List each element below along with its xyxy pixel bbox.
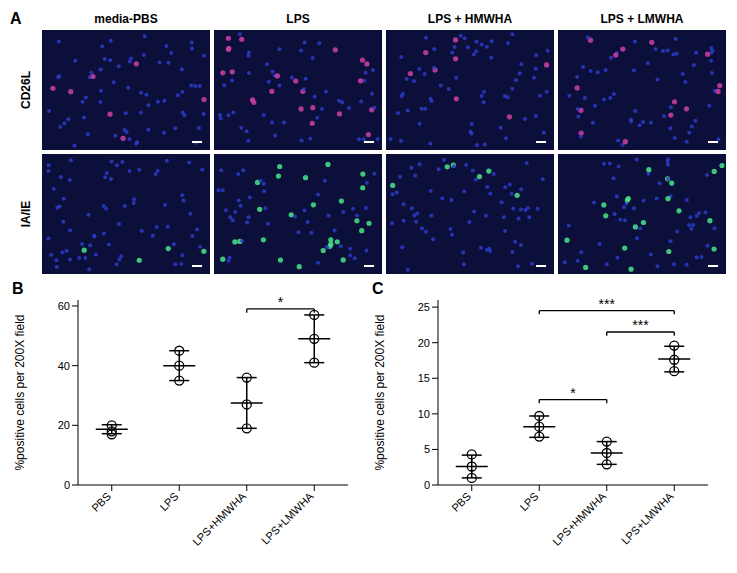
svg-text:LPS+HMWHA: LPS+HMWHA — [550, 489, 608, 547]
svg-text:***: *** — [599, 296, 616, 312]
svg-text:20: 20 — [58, 419, 70, 431]
svg-text:*: * — [570, 385, 576, 401]
svg-text:LPS: LPS — [517, 490, 540, 513]
svg-text:PBS: PBS — [89, 490, 113, 514]
html-text:B: B — [12, 280, 24, 297]
svg-text:20: 20 — [418, 337, 430, 349]
svg-text:media-PBS: media-PBS — [94, 12, 157, 26]
svg-text:0: 0 — [64, 479, 70, 491]
svg-text:0: 0 — [424, 479, 430, 491]
svg-text:25: 25 — [418, 301, 430, 313]
svg-text:LPS: LPS — [157, 490, 180, 513]
svg-text:60: 60 — [58, 300, 70, 312]
svg-text:10: 10 — [418, 408, 430, 420]
svg-text:40: 40 — [58, 360, 70, 372]
svg-text:LPS + HMWHA: LPS + HMWHA — [428, 12, 513, 26]
svg-text:LPS + LMWHA: LPS + LMWHA — [601, 12, 684, 26]
svg-text:15: 15 — [418, 372, 430, 384]
html-text:C: C — [372, 280, 384, 297]
svg-text:A: A — [10, 10, 22, 27]
svg-text:LPS+HMWHA: LPS+HMWHA — [190, 489, 248, 547]
svg-text:PBS: PBS — [449, 490, 473, 514]
svg-text:IA/IE: IA/IE — [19, 201, 33, 228]
svg-text:*: * — [278, 294, 284, 310]
svg-text:LPS+LMWHA: LPS+LMWHA — [259, 489, 316, 546]
svg-text:%positive cells per 200X field: %positive cells per 200X field — [373, 314, 387, 470]
svg-text:LPS+LMWHA: LPS+LMWHA — [619, 489, 676, 546]
svg-text:LPS: LPS — [286, 12, 309, 26]
svg-text:5: 5 — [424, 443, 430, 455]
svg-text:%positive cells per 200X field: %positive cells per 200X field — [13, 314, 27, 470]
svg-text:CD26L: CD26L — [19, 71, 33, 109]
svg-text:***: *** — [632, 317, 649, 333]
